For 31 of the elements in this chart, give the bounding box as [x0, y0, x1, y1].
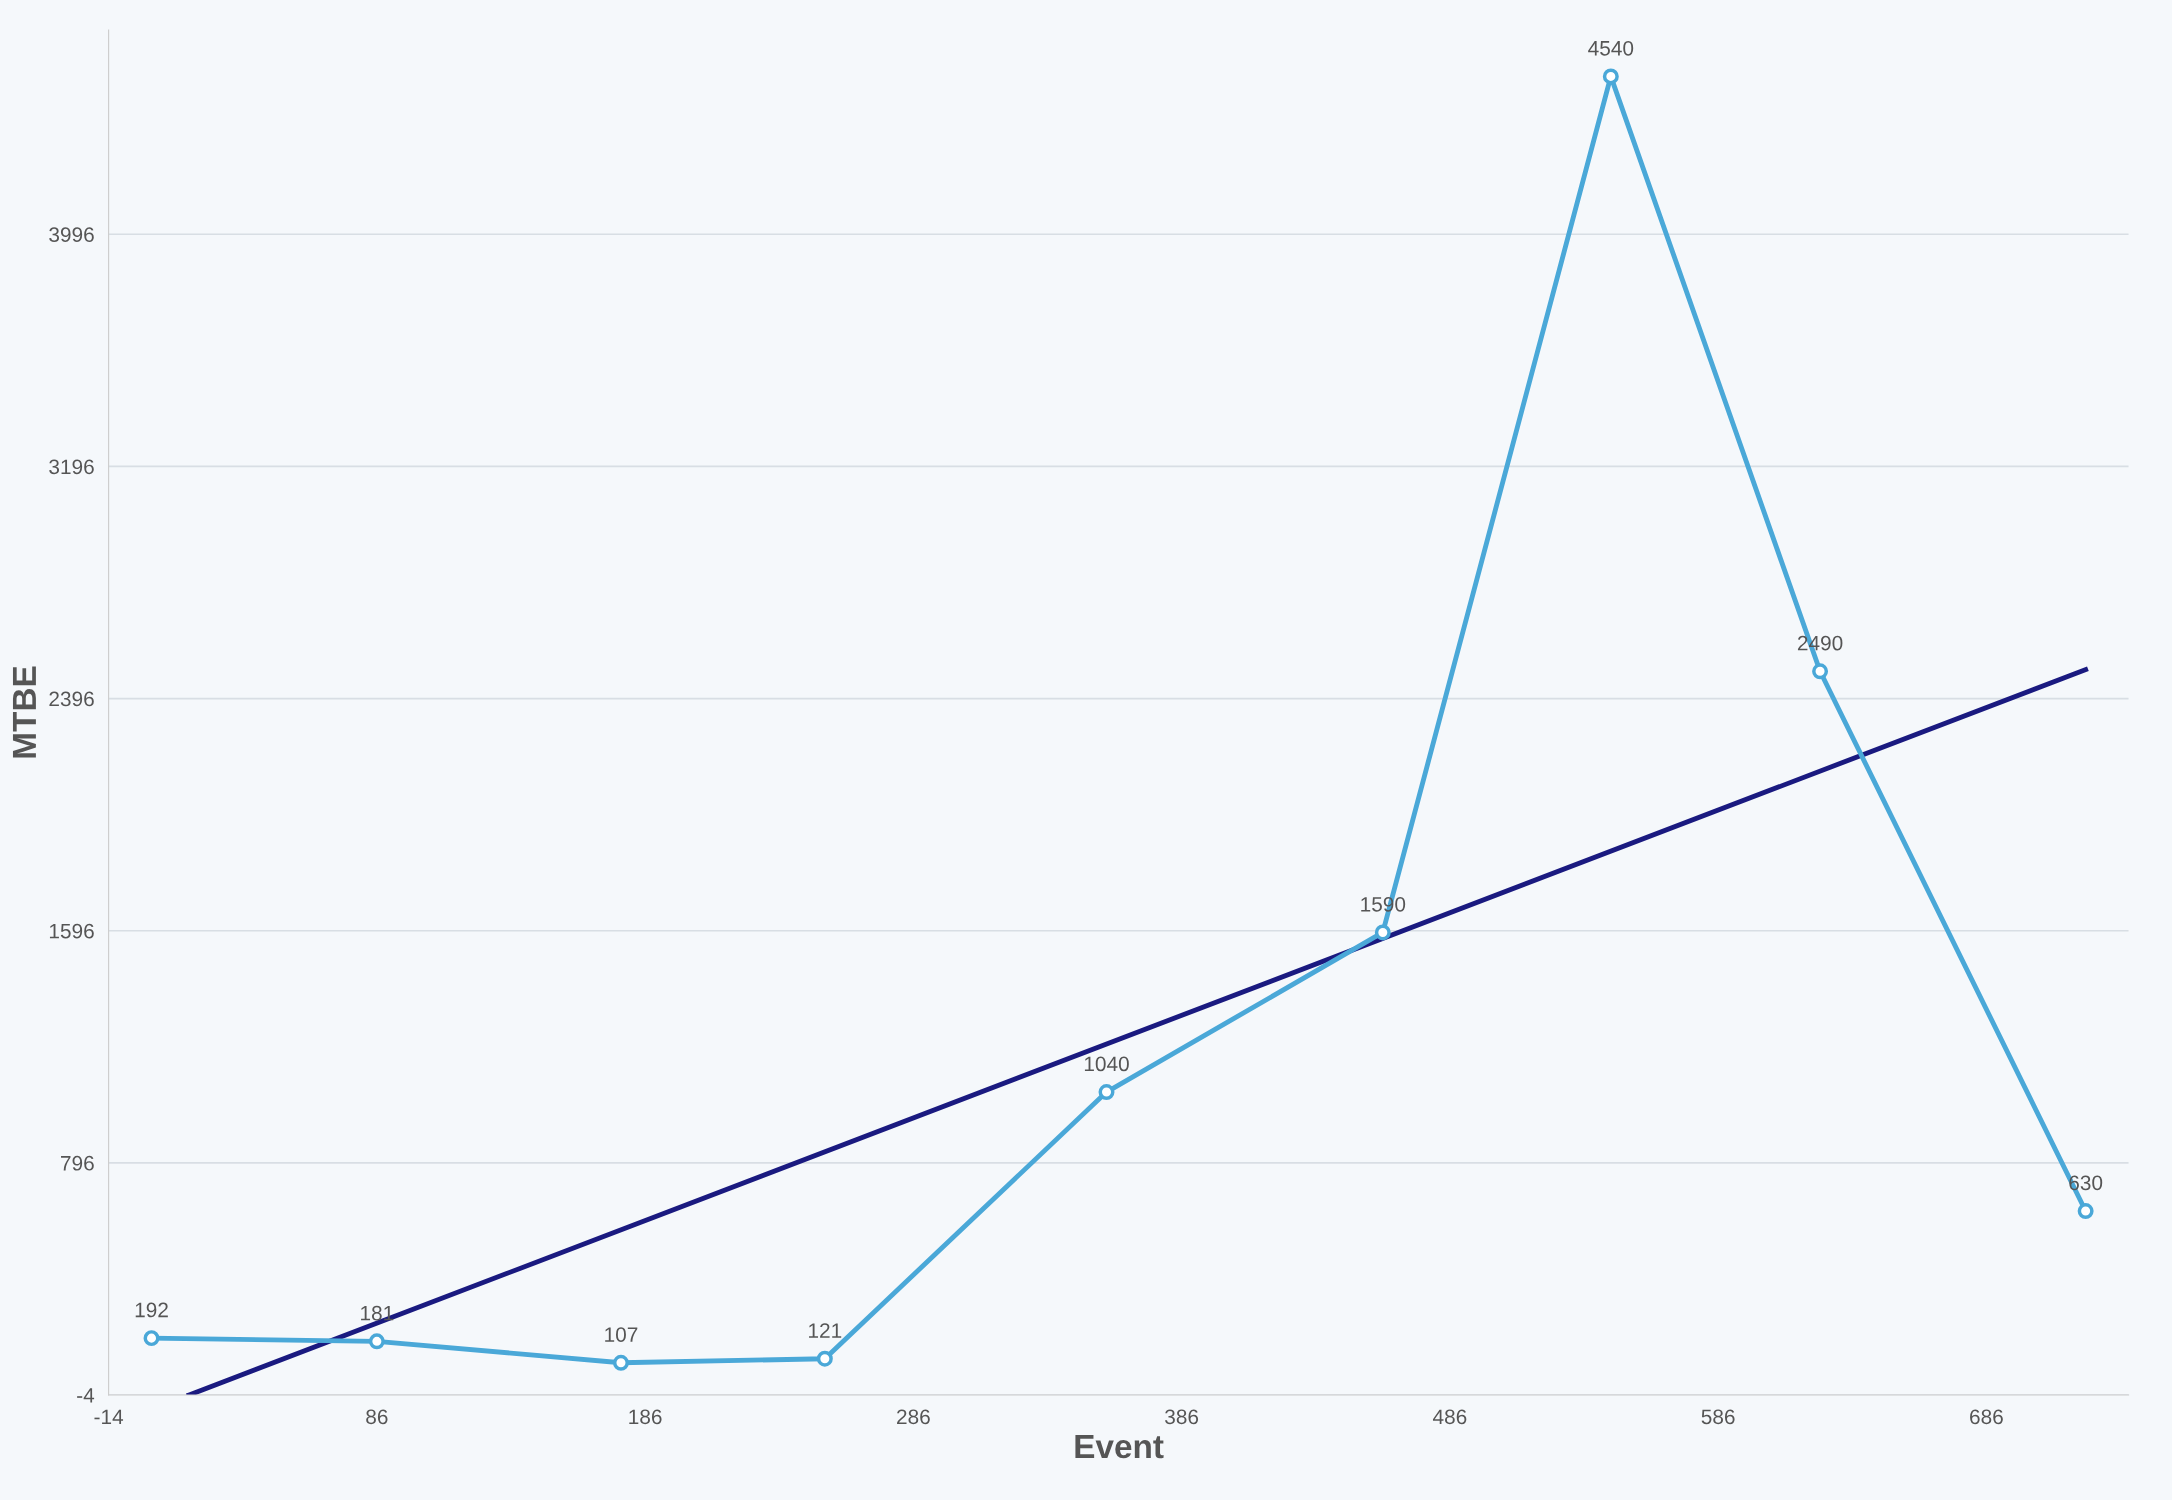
x-tick-label: 586 [1701, 1409, 1735, 1425]
data-label: 181 [361, 1305, 394, 1321]
y-tick-label: -4 [77, 1388, 95, 1403]
point [1602, 68, 1619, 85]
x-tick-label: 386 [1165, 1409, 1199, 1425]
x-axis-title: Event [1075, 1435, 1164, 1459]
x-tick-label: 686 [1970, 1409, 2003, 1425]
data-label: 107 [605, 1327, 638, 1343]
data-label: 192 [135, 1302, 168, 1318]
point [1812, 663, 1829, 680]
point [612, 1354, 629, 1371]
point [368, 1333, 385, 1350]
x-tick-label: 86 [366, 1409, 388, 1425]
y-axis-title: MTBE [12, 666, 36, 758]
y-tick-label: 1596 [49, 923, 94, 939]
point [2077, 1203, 2094, 1220]
x-tick-label: 486 [1432, 1409, 1467, 1425]
x-tick-label: -14 [94, 1409, 124, 1424]
x-tick-label: 186 [629, 1409, 662, 1425]
point [816, 1350, 833, 1367]
x-tick-label: 286 [897, 1409, 930, 1425]
y-tick-label: 3196 [49, 459, 94, 475]
point [143, 1330, 160, 1347]
point [1374, 924, 1391, 941]
data-label: 1040 [1084, 1056, 1129, 1072]
data-label: 4540 [1588, 40, 1634, 56]
point [1098, 1084, 1115, 1101]
y-tick-label: 3996 [49, 227, 94, 243]
data-label: 121 [809, 1323, 842, 1338]
y-tick-label: 2396 [49, 691, 94, 707]
y-tick-label: 796 [61, 1155, 94, 1171]
